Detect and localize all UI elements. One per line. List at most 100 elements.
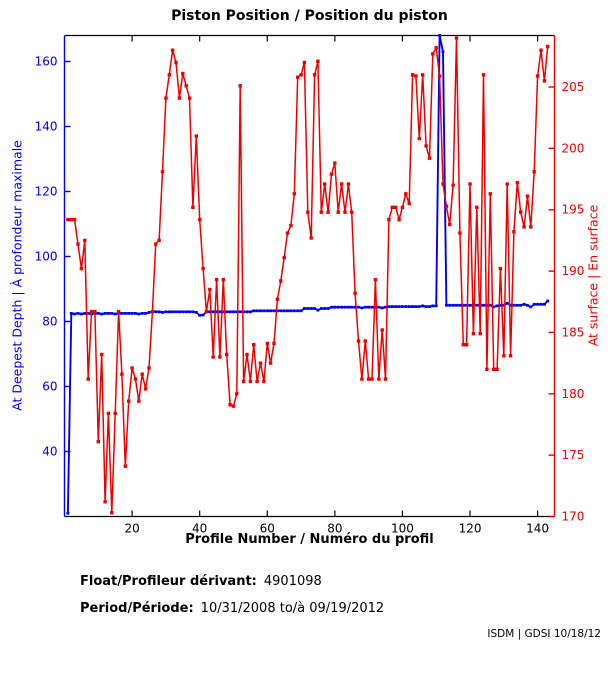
data-marker-surface: [160, 170, 165, 174]
data-marker-surface: [167, 73, 171, 77]
left-tick-label: 60: [42, 380, 57, 394]
data-marker-surface: [451, 183, 455, 187]
data-marker-surface: [502, 354, 506, 358]
data-marker-deepest-depth: [289, 309, 293, 313]
data-marker-surface: [424, 144, 428, 148]
data-marker-deepest-depth: [319, 307, 323, 310]
data-marker-deepest-depth: [407, 305, 411, 308]
data-marker-deepest-depth: [265, 309, 269, 313]
left-tick-label: 100: [35, 250, 58, 264]
data-marker-surface: [83, 238, 87, 243]
data-marker-surface: [231, 404, 236, 408]
data-marker-surface: [481, 73, 486, 77]
data-marker-deepest-depth: [505, 301, 509, 305]
data-marker-surface: [529, 225, 533, 229]
data-marker-deepest-depth: [249, 310, 252, 314]
data-marker-deepest-depth: [519, 303, 523, 307]
data-marker-surface: [346, 182, 351, 186]
data-marker-surface: [339, 182, 344, 186]
data-marker-deepest-depth: [543, 302, 546, 306]
chart-title: Piston Position / Position du piston: [171, 8, 448, 24]
x-axis-label: Profile Number / Numéro du profil: [185, 532, 434, 547]
data-marker-deepest-depth: [140, 312, 144, 315]
data-marker-deepest-depth: [404, 305, 408, 308]
data-marker-deepest-depth: [228, 310, 232, 314]
data-marker-surface: [485, 367, 489, 371]
data-marker-deepest-depth: [232, 310, 235, 314]
data-marker-surface: [356, 339, 361, 343]
data-marker-deepest-depth: [333, 305, 337, 309]
data-marker-deepest-depth: [164, 310, 168, 314]
data-marker-deepest-depth: [276, 309, 279, 313]
series-line-surface: [67, 37, 549, 513]
data-marker-surface: [93, 309, 97, 314]
data-marker-deepest-depth: [167, 310, 171, 314]
data-marker-surface: [448, 222, 452, 227]
data-marker-deepest-depth: [326, 307, 330, 310]
data-marker-deepest-depth: [127, 312, 131, 315]
data-marker-deepest-depth: [134, 312, 137, 315]
data-marker-surface: [512, 230, 516, 234]
x-tick-label: 100: [391, 522, 414, 536]
data-marker-surface: [262, 379, 266, 384]
data-marker-surface: [478, 332, 482, 336]
data-marker-surface: [535, 74, 540, 78]
data-marker-deepest-depth: [323, 307, 327, 310]
data-marker-deepest-depth: [377, 305, 381, 309]
data-marker-deepest-depth: [309, 307, 313, 310]
data-marker-surface: [309, 236, 313, 240]
data-marker-surface: [505, 182, 509, 186]
data-marker-surface: [268, 361, 273, 365]
data-marker-deepest-depth: [336, 305, 340, 309]
data-marker-deepest-depth: [259, 309, 262, 313]
data-marker-deepest-depth: [502, 303, 506, 307]
data-marker-deepest-depth: [296, 309, 300, 313]
data-marker-deepest-depth: [313, 307, 316, 310]
data-marker-deepest-depth: [357, 305, 360, 309]
data-marker-surface: [191, 205, 195, 209]
data-marker-deepest-depth: [103, 312, 107, 315]
data-marker-deepest-depth: [482, 303, 485, 307]
data-marker-deepest-depth: [272, 309, 276, 313]
data-marker-surface: [454, 36, 459, 40]
data-marker-deepest-depth: [137, 312, 141, 316]
data-marker-surface: [390, 205, 394, 209]
data-marker-surface: [404, 192, 408, 196]
data-marker-deepest-depth: [69, 312, 73, 315]
data-marker-surface: [221, 278, 225, 282]
data-marker-deepest-depth: [374, 305, 377, 309]
data-marker-deepest-depth: [414, 305, 418, 308]
data-marker-deepest-depth: [242, 310, 245, 314]
data-marker-surface: [492, 367, 496, 371]
data-marker-deepest-depth: [539, 302, 543, 306]
data-marker-deepest-depth: [221, 310, 225, 314]
data-marker-surface: [235, 392, 239, 396]
right-tick-label: 180: [562, 387, 585, 401]
data-marker-surface: [275, 297, 280, 301]
data-marker-deepest-depth: [424, 305, 428, 308]
data-marker-surface: [181, 71, 185, 76]
data-marker-surface: [241, 379, 246, 384]
data-marker-deepest-depth: [123, 312, 127, 315]
data-marker-surface: [272, 341, 276, 346]
data-marker-deepest-depth: [526, 303, 529, 307]
data-marker-deepest-depth: [394, 305, 398, 308]
data-marker-deepest-depth: [269, 309, 272, 313]
data-marker-surface: [218, 355, 222, 359]
data-marker-surface: [289, 224, 293, 228]
data-marker-surface: [306, 210, 310, 214]
data-marker-deepest-depth: [532, 302, 536, 306]
data-marker-deepest-depth: [292, 309, 296, 313]
data-marker-surface: [299, 73, 303, 77]
data-marker-surface: [69, 217, 73, 222]
x-tick-label: 60: [260, 522, 275, 536]
data-marker-surface: [225, 352, 229, 357]
data-marker-surface: [475, 205, 479, 209]
data-marker-surface: [258, 361, 263, 365]
data-marker-deepest-depth: [445, 303, 448, 307]
data-marker-surface: [194, 134, 198, 138]
data-marker-deepest-depth: [107, 312, 110, 315]
data-marker-deepest-depth: [157, 310, 161, 314]
data-marker-surface: [292, 192, 296, 196]
